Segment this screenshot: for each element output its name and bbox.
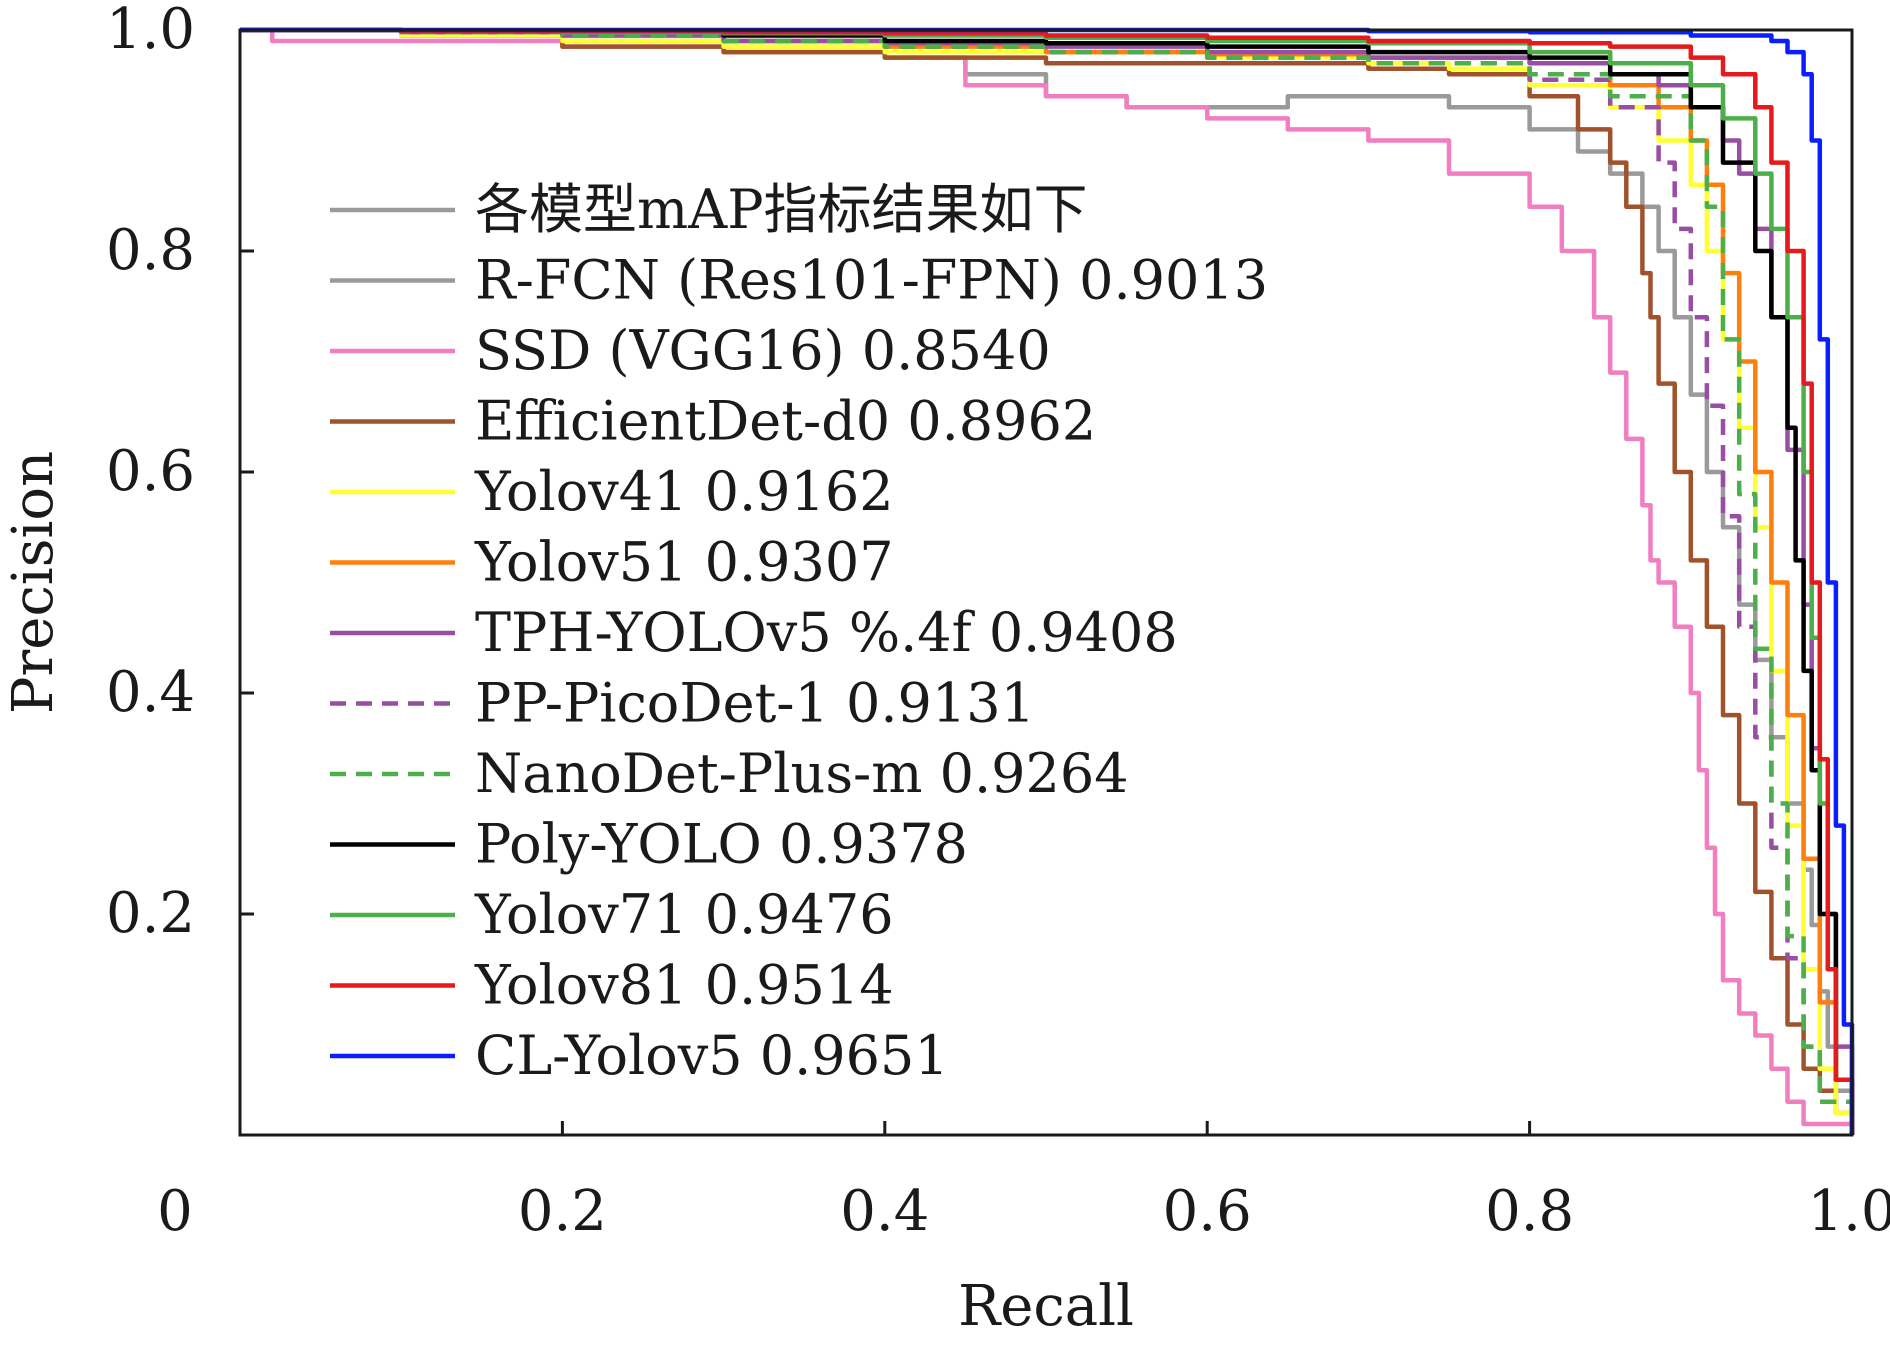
x-tick-label: 0.6: [1163, 1179, 1252, 1244]
legend-title: 各模型mAP指标结果如下: [475, 178, 1088, 241]
y-tick-label: 0.2: [106, 881, 195, 946]
plot-frame: [238, 28, 1854, 1137]
y-axis-title: Precision: [1, 451, 66, 714]
legend-label-3: Yolov41 0.9162: [474, 460, 894, 523]
x-tick-label: 0.8: [1485, 1179, 1574, 1244]
y-tick-label: 0.6: [106, 439, 195, 504]
legend-label-4: Yolov51 0.9307: [474, 531, 894, 594]
x-tick-label: 0.2: [518, 1179, 607, 1244]
legend-label-1: SSD (VGG16) 0.8540: [475, 319, 1051, 382]
legend-label-8: Poly-YOLO 0.9378: [475, 813, 968, 876]
legend-label-0: R-FCN (Res101-FPN) 0.9013: [475, 249, 1268, 312]
y-tick-label: 0.8: [106, 218, 195, 283]
legend-label-2: EfficientDet-d0 0.8962: [475, 390, 1096, 453]
legend-label-7: NanoDet-Plus-m 0.9264: [475, 742, 1129, 805]
series-line-10: [240, 27, 1855, 1135]
x-tick-label: 1.0: [1807, 1179, 1890, 1244]
x-axis-title: Recall: [958, 1274, 1134, 1339]
legend-label-9: Yolov71 0.9476: [474, 883, 894, 946]
x-tick-label: 0: [157, 1179, 193, 1244]
legend: 各模型mAP指标结果如下 R-FCN (Res101-FPN) 0.9013 SSD…: [330, 178, 1268, 1087]
series-line-2: [240, 27, 1855, 1135]
y-tick-label: 1.0: [106, 0, 195, 62]
legend-label-10: Yolov81 0.9514: [474, 954, 894, 1017]
legend-label-11: CL-Yolov5 0.9651: [475, 1024, 949, 1087]
legend-label-6: PP-PicoDet-1 0.9131: [475, 672, 1035, 735]
ticks-layer: 0 0.2 0.4 0.6 0.8 1.0 0.2 0.4 0.6 0.8 1.0: [106, 0, 1890, 1244]
x-tick-label: 0.4: [840, 1179, 929, 1244]
curves-layer: [240, 27, 1855, 1135]
legend-label-5: TPH-YOLOv5 %.4f 0.9408: [475, 601, 1178, 664]
y-tick-label: 0.4: [106, 660, 195, 725]
